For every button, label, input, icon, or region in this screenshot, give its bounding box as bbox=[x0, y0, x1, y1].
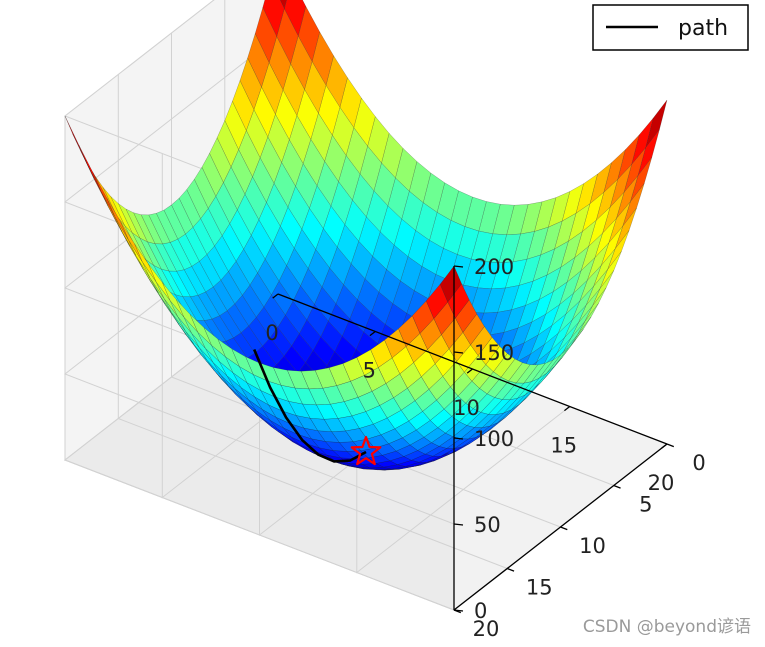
x-tick-label: 5 bbox=[363, 359, 376, 383]
surface-cell bbox=[64, 115, 87, 163]
z-tick-mark bbox=[453, 609, 464, 612]
z-tick-label: 200 bbox=[474, 255, 514, 279]
y-tick-mark bbox=[507, 567, 515, 572]
series-line-path bbox=[253, 348, 367, 463]
axis-lines bbox=[272, 265, 675, 614]
z-tick-mark bbox=[453, 523, 464, 526]
y-tick-label: 5 bbox=[639, 493, 652, 517]
path-layer bbox=[253, 348, 382, 466]
y-tick-label: 0 bbox=[692, 451, 705, 475]
z-tick-mark bbox=[453, 265, 464, 268]
star-marker bbox=[350, 435, 382, 466]
y-tick-mark bbox=[613, 484, 621, 489]
watermark: CSDN @beyond谚语 bbox=[582, 617, 751, 637]
z-tick-label: 50 bbox=[474, 513, 501, 537]
legend: path bbox=[592, 4, 749, 51]
z-tick-label: 100 bbox=[474, 427, 514, 451]
y-tick-label: 10 bbox=[579, 534, 606, 558]
x-tick-mark bbox=[369, 330, 376, 337]
z-tick-mark bbox=[453, 437, 464, 440]
x-tick-mark bbox=[661, 443, 668, 449]
x-tick-mark bbox=[564, 405, 571, 412]
z-tick-label: 0 bbox=[474, 599, 487, 623]
y-tick-label: 15 bbox=[526, 576, 553, 600]
x-tick-mark bbox=[466, 368, 473, 374]
x-tick-label: 15 bbox=[550, 434, 577, 458]
z-tick-label: 150 bbox=[474, 341, 514, 365]
x-tick-label: 0 bbox=[265, 321, 278, 345]
legend-label-path: path bbox=[678, 16, 728, 41]
x-tick-label: 10 bbox=[453, 396, 480, 420]
y-tick-mark bbox=[560, 526, 568, 531]
y-tick-mark bbox=[666, 443, 675, 448]
x-tick-mark bbox=[272, 293, 279, 299]
x-tick-label: 20 bbox=[648, 471, 675, 495]
y-tick-label: 20 bbox=[473, 617, 500, 641]
z-tick-mark bbox=[453, 351, 464, 354]
